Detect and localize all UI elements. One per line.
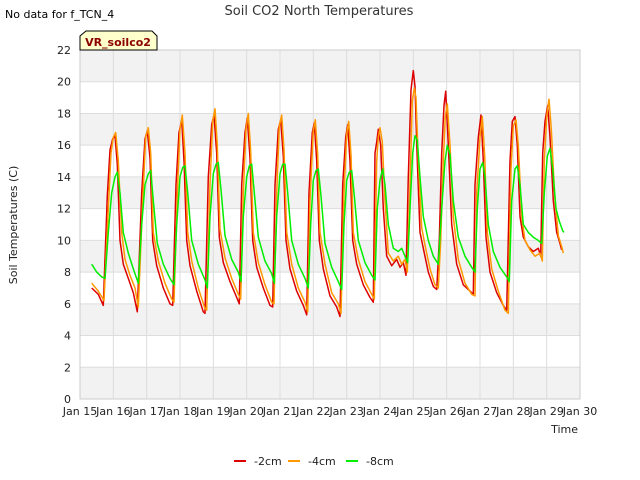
y-axis-title: Soil Temperatures (C)	[7, 166, 20, 285]
plot-band	[80, 367, 580, 399]
x-tick-label: Jan 30	[562, 405, 597, 418]
y-tick-label: 8	[64, 266, 71, 279]
legend-label: -8cm	[366, 455, 394, 468]
plot-band	[80, 240, 580, 273]
x-tick-label: Jan 20	[228, 405, 263, 418]
plot-bands	[80, 50, 580, 399]
y-tick-label: 2	[64, 361, 71, 374]
y-tick-label: 18	[57, 107, 71, 120]
x-tick-label: Jan 26	[428, 405, 463, 418]
x-tick-label: Jan 19	[195, 405, 230, 418]
plot-frame	[79, 49, 581, 400]
y-tick-label: 0	[64, 393, 71, 406]
series-line-minus-8cm	[91, 134, 565, 291]
plot-band	[80, 113, 580, 146]
legend: -2cm -4cm -8cm	[234, 455, 394, 468]
no-data-note: No data for f_TCN_4	[5, 8, 114, 21]
y-tick-label: 10	[57, 234, 71, 247]
legend-label: -4cm	[308, 455, 336, 468]
x-axis-title: Time	[550, 423, 578, 436]
x-tick-label: Jan 29	[528, 405, 563, 418]
x-tick-label: Jan 27	[462, 405, 497, 418]
x-tick-label: Jan 24	[362, 405, 397, 418]
badge: VR_soilco2	[79, 30, 158, 51]
x-tick-label: Jan 18	[162, 405, 197, 418]
series-line-minus-2cm	[91, 69, 563, 318]
legend-label: -2cm	[254, 455, 282, 468]
x-tick-label: Jan 16	[95, 405, 130, 418]
x-tick-label: Jan 23	[328, 405, 363, 418]
series-lines	[91, 69, 565, 318]
y-tick-label: 22	[57, 44, 71, 57]
x-tick-label: Jan 22	[295, 405, 330, 418]
chart-title: Soil CO2 North Temperatures	[225, 4, 414, 19]
y-tick-label: 4	[64, 330, 71, 343]
y-tick-label: 12	[57, 203, 71, 216]
x-tick-label: Jan 28	[495, 405, 530, 418]
y-tick-label: 6	[64, 298, 71, 311]
x-tick-label: Jan 15	[62, 405, 97, 418]
y-tick-label: 14	[57, 171, 71, 184]
x-tick-label: Jan 25	[395, 405, 430, 418]
plot-band	[80, 303, 580, 336]
badge-label: VR_soilco2	[85, 36, 151, 49]
x-tick-label: Jan 21	[262, 405, 297, 418]
y-axis-ticks: 0 2 4 6 8 10 12 14 16 18 20 22	[57, 44, 71, 406]
y-tick-label: 16	[57, 139, 71, 152]
plot-band	[80, 50, 580, 82]
plot-band	[80, 176, 580, 209]
x-tick-label: Jan 17	[128, 405, 163, 418]
y-tick-label: 20	[57, 76, 71, 89]
badge-box	[79, 30, 158, 51]
